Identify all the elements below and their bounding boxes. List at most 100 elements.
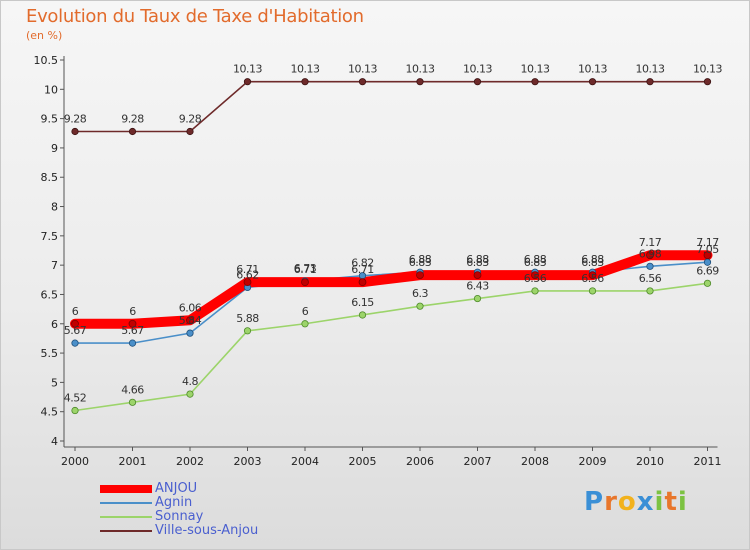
legend-label-anjou: ANJOU <box>155 481 198 496</box>
data-point-agnin <box>128 339 137 347</box>
data-point-anjou <box>186 316 194 325</box>
data-label-agnin: 5.67 <box>64 324 87 337</box>
data-point-ville-sous-anjou <box>703 78 712 86</box>
data-point-sonnay <box>588 287 597 295</box>
data-label-agnin: 6.82 <box>351 257 374 270</box>
data-point-sonnay <box>473 294 482 303</box>
y-tick-label: 7 <box>51 259 58 272</box>
data-label-agnin: 6.88 <box>409 253 432 266</box>
legend-label-agnin: Agnin <box>155 495 193 510</box>
data-point-ville-sous-anjou <box>531 78 539 86</box>
data-point-ville-sous-anjou <box>358 78 367 86</box>
data-label-sonnay: 6.69 <box>696 264 719 277</box>
logo-letter: r <box>604 487 618 517</box>
data-point-sonnay <box>646 287 654 295</box>
y-tick-label: 9.5 <box>41 113 59 126</box>
data-point-ville-sous-anjou <box>646 78 654 86</box>
data-label-anjou: 6.71 <box>351 263 374 276</box>
data-label-agnin: 5.84 <box>179 314 202 327</box>
data-point-sonnay <box>128 398 137 406</box>
data-label-ville-sous-anjou: 10.13 <box>406 63 435 76</box>
data-label-sonnay: 6.56 <box>524 272 547 285</box>
data-label-anjou: 6.83 <box>466 256 489 269</box>
logo-letter: t <box>664 487 678 517</box>
data-label-agnin: 6.88 <box>581 253 604 266</box>
y-tick-label: 8 <box>51 201 58 214</box>
data-label-ville-sous-anjou: 10.13 <box>521 63 550 76</box>
logo-letter: o <box>617 487 637 517</box>
data-point-agnin <box>646 262 654 270</box>
data-point-ville-sous-anjou <box>128 127 137 136</box>
data-label-agnin: 7.05 <box>696 243 719 256</box>
data-label-sonnay: 4.8 <box>182 375 198 388</box>
data-label-sonnay: 6 <box>302 305 309 318</box>
data-label-ville-sous-anjou: 10.13 <box>233 63 262 76</box>
data-point-sonnay <box>416 302 424 310</box>
data-label-sonnay: 5.88 <box>236 312 259 325</box>
data-point-sonnay <box>703 279 712 287</box>
data-point-ville-sous-anjou <box>186 127 194 136</box>
y-tick-label: 10.5 <box>34 54 59 67</box>
legend-swatch-ville-sous-anjou <box>100 530 152 532</box>
x-tick-label: 2003 <box>234 455 262 468</box>
data-label-anjou: 6.83 <box>409 256 432 269</box>
chart-unit: (en %) <box>26 29 63 42</box>
logo-letter: x <box>636 487 655 517</box>
data-label-agnin: 6.88 <box>524 253 547 266</box>
x-tick-label: 2007 <box>464 455 492 468</box>
data-point-sonnay <box>243 327 252 335</box>
y-tick-label: 10 <box>44 83 58 96</box>
data-label-anjou: 6.83 <box>581 256 604 269</box>
legend-label-ville-sous-anjou: Ville-sous-Anjou <box>155 523 259 538</box>
data-point-ville-sous-anjou <box>243 78 252 86</box>
x-tick-label: 2006 <box>406 455 434 468</box>
x-tick-label: 2002 <box>176 455 204 468</box>
data-label-anjou: 6.71 <box>236 263 259 276</box>
data-label-sonnay: 6.15 <box>351 296 374 309</box>
y-tick-label: 6 <box>51 318 58 331</box>
legend-swatch-anjou <box>100 485 152 493</box>
data-label-sonnay: 6.43 <box>466 280 489 293</box>
data-point-ville-sous-anjou <box>473 78 482 86</box>
data-label-anjou: 6.06 <box>179 301 202 314</box>
data-point-sonnay <box>71 406 79 415</box>
data-label-ville-sous-anjou: 10.13 <box>578 63 607 76</box>
data-label-sonnay: 6.56 <box>639 272 662 285</box>
y-tick-label: 9 <box>51 142 58 155</box>
data-label-anjou: 6.71 <box>294 263 317 276</box>
data-label-ville-sous-anjou: 10.13 <box>463 63 492 76</box>
series-line-sonnay <box>74 282 708 412</box>
data-point-sonnay <box>358 311 367 319</box>
proxiti-logo: Proxiti <box>584 487 688 517</box>
logo-letter: i <box>654 487 665 517</box>
data-label-ville-sous-anjou: 9.28 <box>179 113 202 126</box>
data-label-anjou: 7.17 <box>639 236 662 249</box>
data-point-anjou <box>416 271 424 280</box>
data-label-agnin: 5.67 <box>121 324 144 337</box>
data-label-ville-sous-anjou: 10.13 <box>636 63 665 76</box>
data-label-anjou: 6 <box>129 305 136 318</box>
data-point-anjou <box>588 271 597 280</box>
data-point-anjou <box>128 319 137 328</box>
y-tick-label: 4 <box>51 435 58 448</box>
x-tick-label: 2000 <box>61 455 89 468</box>
x-tick-label: 2001 <box>119 455 147 468</box>
data-label-sonnay: 4.66 <box>121 383 144 396</box>
data-label-sonnay: 4.52 <box>64 392 87 405</box>
data-point-anjou <box>473 271 482 280</box>
data-point-anjou <box>358 278 367 287</box>
legend-swatch-sonnay <box>100 516 152 518</box>
data-label-agnin: 6.73 <box>294 262 317 275</box>
data-point-agnin <box>71 339 79 347</box>
logo-letter: i <box>677 487 688 517</box>
y-tick-label: 5.5 <box>41 347 59 360</box>
data-label-sonnay: 6.3 <box>412 287 428 300</box>
series-line-ville-sous-anjou <box>75 80 708 133</box>
data-point-anjou <box>243 278 252 287</box>
data-point-anjou <box>71 319 79 328</box>
data-point-agnin <box>186 329 194 337</box>
data-point-ville-sous-anjou <box>301 78 309 86</box>
y-tick-label: 6.5 <box>41 288 59 301</box>
data-point-anjou <box>646 251 654 260</box>
